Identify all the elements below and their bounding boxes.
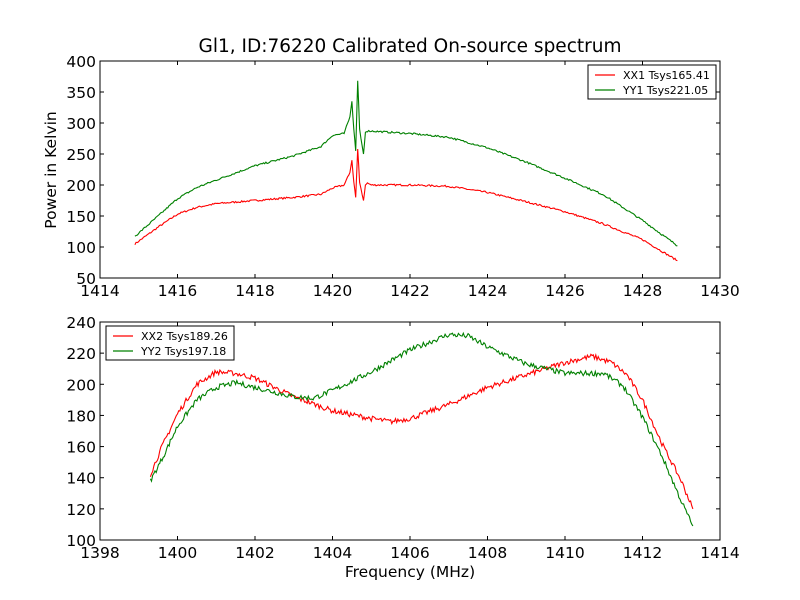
x-tick-label: 1422 — [390, 282, 429, 300]
x-tick-label: 1400 — [158, 544, 197, 562]
bottom-plot: 1398 1400 1402 1404 1406 1408 1410 1412 1414 100 1… — [66, 314, 739, 562]
x-tick-label: 1406 — [390, 544, 429, 562]
bottom-x-axis-label: Frequency (MHz) — [345, 563, 475, 581]
x-tick-label: 1414 — [700, 544, 739, 562]
series-line-xx1 — [134, 148, 678, 262]
x-tick-label: 1412 — [623, 544, 662, 562]
y-tick-label: 220 — [66, 345, 96, 363]
y-tick-label: 200 — [66, 177, 96, 195]
legend-label: YY1 Tsys221.05 — [622, 84, 708, 97]
x-tick-label: 1428 — [623, 282, 662, 300]
legend-label: XX1 Tsys165.41 — [623, 69, 710, 82]
series-line-xx2 — [149, 353, 694, 510]
legend: XX2 Tsys189.26 YY2 Tsys197.18 — [105, 325, 235, 361]
y-tick-label: 50 — [76, 270, 96, 288]
chart-title: Gl1, ID:76220 Calibrated On-source spect… — [199, 36, 622, 57]
x-tick-label: 1402 — [235, 544, 274, 562]
y-tick-label: 200 — [66, 376, 96, 394]
y-tick-label: 350 — [66, 84, 96, 102]
y-tick-label: 240 — [66, 314, 96, 332]
x-tick-label: 1416 — [158, 282, 197, 300]
y-tick-label: 160 — [66, 439, 96, 457]
series-line-yy1 — [134, 80, 678, 247]
legend-box — [105, 325, 235, 361]
x-tick-label: 1430 — [700, 282, 739, 300]
y-tick-label: 300 — [66, 115, 96, 133]
x-tick-label: 1414 — [80, 282, 119, 300]
x-tick-label: 1410 — [545, 544, 584, 562]
x-tick-label: 1408 — [468, 544, 507, 562]
top-plot: 1414 1416 1418 1420 1422 1424 1426 1428 1430 50 10… — [66, 53, 739, 300]
x-tick-label: 1398 — [80, 544, 119, 562]
y-tick-label: 100 — [66, 239, 96, 257]
legend-box — [587, 64, 717, 100]
series-line-yy2 — [149, 331, 694, 527]
x-tick-label: 1418 — [235, 282, 274, 300]
y-tick-label: 120 — [66, 501, 96, 519]
top-y-axis-label: Power in Kelvin — [42, 111, 60, 228]
x-tick-label: 1426 — [545, 282, 584, 300]
y-tick-label: 400 — [66, 53, 96, 71]
x-tick-label: 1424 — [468, 282, 507, 300]
x-tick-label: 1404 — [313, 544, 352, 562]
y-tick-label: 100 — [66, 532, 96, 550]
legend: XX1 Tsys165.41 YY1 Tsys221.05 — [587, 64, 717, 100]
y-tick-label: 250 — [66, 146, 96, 164]
legend-label: XX2 Tsys189.26 — [141, 330, 228, 343]
y-tick-label: 140 — [66, 470, 96, 488]
y-tick-label: 150 — [66, 208, 96, 226]
x-tick-label: 1420 — [313, 282, 352, 300]
y-tick-label: 180 — [66, 407, 96, 425]
legend-label: YY2 Tsys197.18 — [140, 345, 226, 358]
